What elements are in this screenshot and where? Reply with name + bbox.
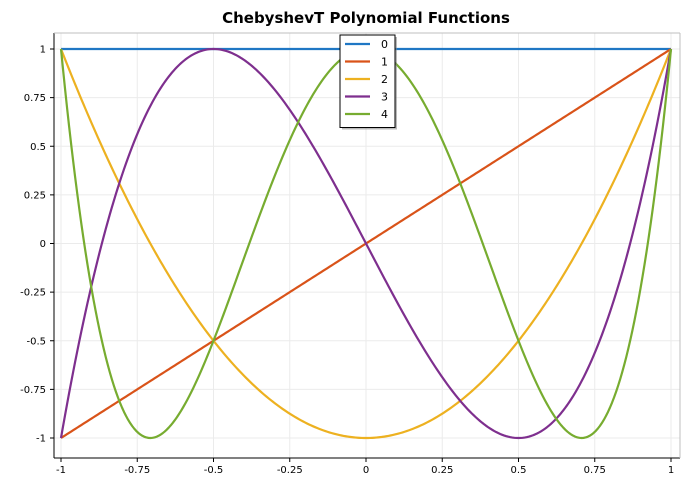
y-tick-label: -0.75 <box>20 385 46 396</box>
x-tick-label: -0.25 <box>277 465 303 476</box>
x-tick-label: 0.5 <box>511 465 527 476</box>
y-tick-label: -1 <box>36 434 46 445</box>
legend-label-2: 2 <box>381 73 388 86</box>
chart-title: ChebyshevT Polynomial Functions <box>222 9 510 27</box>
x-tick-label: 0.25 <box>431 465 453 476</box>
x-tick-label: 0.75 <box>584 465 606 476</box>
legend[interactable]: 0 1 2 3 4 <box>339 34 397 130</box>
legend-box <box>339 34 396 128</box>
y-tick-label: 0.5 <box>30 142 46 153</box>
legend-label-0: 0 <box>381 38 388 51</box>
x-tick-label: 1 <box>668 465 674 476</box>
tick-labels: -1 -0.75 -0.5 -0.25 0 0.25 0.5 0.75 1 1 0.75 0.5 0.2… <box>20 45 674 477</box>
x-tick-label: 0 <box>363 465 369 476</box>
axis-frame <box>53 32 681 459</box>
legend-label-4: 4 <box>381 108 388 121</box>
x-tick-label: -1 <box>56 465 66 476</box>
series-line-2 <box>59 48 673 440</box>
y-tick-label: 1 <box>40 45 46 56</box>
series-line-3 <box>59 47 673 440</box>
x-tick-label: -0.75 <box>124 465 150 476</box>
legend-label-1: 1 <box>381 56 388 69</box>
y-tick-label: -0.25 <box>20 288 46 299</box>
y-tick-label: 0.75 <box>24 93 46 104</box>
y-tick-label: 0.25 <box>24 190 46 201</box>
legend-label-3: 3 <box>381 91 388 104</box>
y-tick-label: 0 <box>40 239 46 250</box>
y-tick-label: -0.5 <box>26 336 46 347</box>
x-tick-label: -0.5 <box>204 465 224 476</box>
